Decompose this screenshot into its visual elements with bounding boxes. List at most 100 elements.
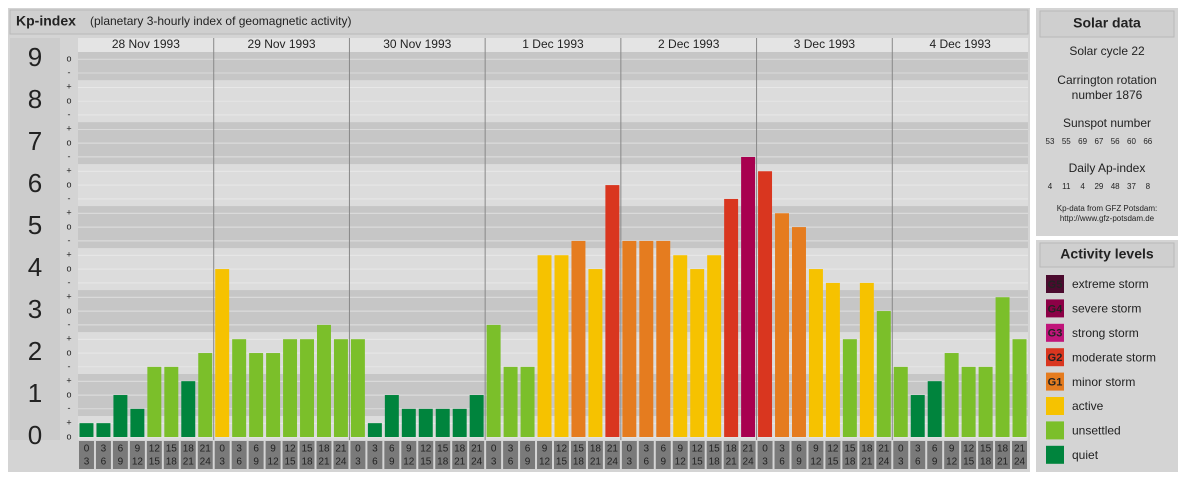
hour-box	[927, 441, 943, 469]
grid-band	[78, 52, 1028, 81]
ap-value: 4	[1048, 182, 1053, 191]
hour-label: 18	[844, 457, 856, 468]
minor-tick-label: o	[66, 389, 71, 399]
hour-label: 21	[200, 444, 212, 455]
bar	[520, 366, 535, 437]
minor-tick-label: +	[66, 292, 71, 302]
hour-label: 15	[980, 444, 992, 455]
minor-tick-label: o	[66, 347, 71, 357]
hour-label: 3	[915, 444, 921, 455]
hour-label: 15	[166, 444, 178, 455]
hour-label: 24	[743, 457, 755, 468]
hour-box	[197, 441, 213, 469]
bar	[401, 408, 416, 437]
bar	[724, 198, 739, 437]
sunspot-value: 66	[1143, 137, 1152, 146]
hour-label: 21	[318, 457, 330, 468]
hour-label: 9	[660, 457, 666, 468]
bar	[113, 395, 128, 437]
hour-label: 15	[709, 444, 721, 455]
y-tick-label: 5	[28, 210, 42, 240]
hour-box	[825, 441, 841, 469]
hour-box	[79, 441, 94, 469]
bar	[469, 395, 484, 437]
hour-label: 3	[762, 457, 768, 468]
legend-swatch	[1046, 397, 1064, 415]
hour-label: 6	[508, 457, 514, 468]
grid-band	[78, 416, 1028, 440]
hour-box	[672, 441, 688, 469]
bar	[775, 213, 789, 437]
minor-tick-label: -	[68, 277, 71, 287]
bar	[622, 240, 637, 437]
legend-swatch	[1046, 421, 1064, 440]
hour-label: 12	[284, 444, 296, 455]
legend-label: minor storm	[1072, 375, 1135, 389]
ap-value: 11	[1062, 182, 1071, 191]
minor-tick-label: +	[66, 376, 71, 386]
hour-box	[299, 441, 315, 469]
bar	[808, 269, 823, 437]
solar-cycle: Solar cycle 22	[1069, 44, 1145, 58]
bar	[266, 353, 281, 437]
legend-swatch	[1046, 299, 1064, 318]
bar	[486, 324, 501, 437]
hour-label: 24	[607, 457, 619, 468]
hour-box	[842, 441, 858, 469]
hour-box	[401, 441, 417, 469]
hour-label: 6	[389, 444, 395, 455]
hour-label: 15	[963, 457, 975, 468]
hour-label: 6	[796, 444, 802, 455]
carrington: number 1876	[1072, 88, 1143, 102]
sunspot-value: 53	[1046, 137, 1055, 146]
hour-label: 6	[236, 457, 242, 468]
solar-panel	[1036, 8, 1178, 236]
hour-box	[893, 441, 909, 469]
bar	[859, 282, 874, 437]
hour-label: 21	[607, 444, 619, 455]
hour-label: 21	[1014, 444, 1026, 455]
hour-label: 6	[101, 457, 107, 468]
legend-code: G1	[1048, 377, 1063, 389]
hour-label: 18	[166, 457, 178, 468]
minor-tick-label: +	[66, 166, 71, 176]
hour-label: 15	[420, 457, 432, 468]
bar	[673, 255, 688, 437]
hour-label: 24	[1014, 457, 1026, 468]
date-label: 29 Nov 1993	[248, 37, 316, 51]
hour-box	[910, 441, 926, 469]
hour-label: 21	[861, 457, 873, 468]
hour-label: 3	[644, 444, 650, 455]
hour-label: 9	[253, 457, 259, 468]
legend-label: strong storm	[1072, 326, 1139, 340]
minor-tick-label: o	[66, 263, 71, 273]
hour-label: 15	[437, 444, 449, 455]
legend-code: G5	[1048, 279, 1063, 291]
hour-label: 18	[437, 457, 449, 468]
hour-label: 6	[644, 457, 650, 468]
bar	[198, 353, 213, 437]
bar	[283, 339, 298, 437]
bar	[79, 423, 94, 437]
bar	[842, 339, 857, 437]
hour-label: 12	[132, 457, 144, 468]
y-tick-label: 3	[28, 294, 42, 324]
hour-label: 9	[525, 457, 531, 468]
hour-label: 9	[389, 457, 395, 468]
hour-label: 3	[372, 444, 378, 455]
hour-box	[995, 441, 1011, 469]
hour-label: 3	[491, 457, 497, 468]
minor-tick-label: -	[68, 109, 71, 119]
legend-label: quiet	[1072, 448, 1099, 462]
bar	[690, 269, 705, 437]
bar	[910, 395, 925, 437]
hour-label: 0	[491, 444, 497, 455]
hour-label: 9	[796, 457, 802, 468]
bar	[96, 423, 111, 437]
hour-label: 0	[219, 444, 225, 455]
hour-label: 12	[149, 444, 161, 455]
legend-swatch	[1046, 275, 1064, 293]
hour-label: 18	[980, 457, 992, 468]
hour-box	[231, 441, 247, 469]
legend-swatch	[1046, 323, 1064, 342]
